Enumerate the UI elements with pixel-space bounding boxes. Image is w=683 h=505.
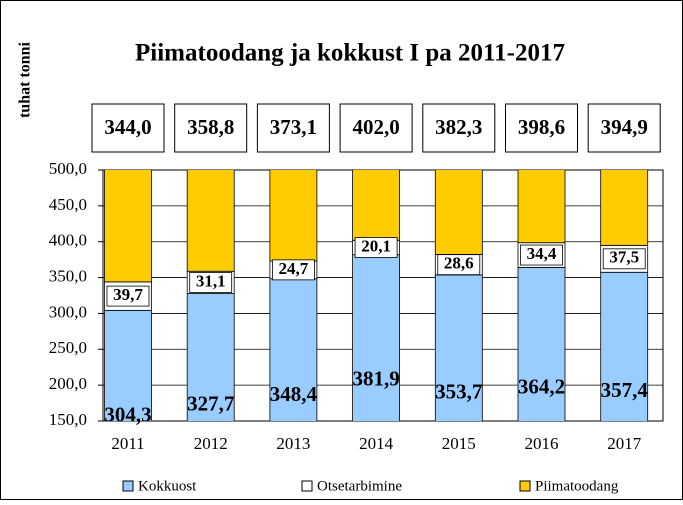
x-tick-label: 2013 xyxy=(276,434,310,453)
bar-segment xyxy=(600,170,649,246)
bar-segment xyxy=(186,170,235,272)
y-tick-label: 350,0 xyxy=(49,266,87,285)
y-tick-label: 400,0 xyxy=(49,231,87,250)
x-tick-label: 2014 xyxy=(359,434,394,453)
y-tick-label: 450,0 xyxy=(49,195,87,214)
y-axis-label: tuhat tonni xyxy=(17,41,34,118)
total-label-box xyxy=(505,103,578,153)
data-label-box xyxy=(271,259,315,281)
data-label: 394,9 xyxy=(601,115,648,139)
y-tick-label: 150,0 xyxy=(49,410,87,429)
data-label: 20,1 xyxy=(361,236,391,255)
data-label-box xyxy=(189,272,233,293)
legend-swatch xyxy=(519,480,531,492)
total-label-box xyxy=(91,103,165,153)
bar-segment xyxy=(104,309,152,421)
legend-label: Kokkuost xyxy=(138,478,197,494)
y-tick-label: 200,0 xyxy=(49,374,87,393)
legend-label: Piimatoodang xyxy=(535,478,619,494)
bar-segment xyxy=(434,170,483,255)
legend-label: Otsetarbimine xyxy=(317,478,402,494)
data-label: 381,9 xyxy=(352,366,399,390)
data-label-box xyxy=(354,237,398,258)
x-tick-label: 2015 xyxy=(442,434,476,453)
y-tick-label: 500,0 xyxy=(49,159,87,178)
data-label-box xyxy=(520,244,563,266)
chart-title: Piimatoodang ja kokkust I pa 2011-2017 xyxy=(135,40,565,67)
data-label-box xyxy=(106,285,150,307)
legend-swatch xyxy=(122,480,134,492)
data-label: 348,4 xyxy=(270,382,318,406)
data-label: 24,7 xyxy=(279,259,309,278)
data-label: 31,1 xyxy=(196,271,226,290)
data-label: 37,5 xyxy=(609,248,639,267)
bar-segment xyxy=(104,170,152,283)
data-label: 327,7 xyxy=(187,392,234,416)
x-tick-label: 2011 xyxy=(111,434,144,453)
total-label-box xyxy=(422,103,496,153)
data-label: 39,7 xyxy=(113,285,143,304)
bar-segment xyxy=(352,170,401,241)
x-tick-label: 2017 xyxy=(607,434,642,453)
data-label: 344,0 xyxy=(104,115,151,139)
data-label: 402,0 xyxy=(352,115,399,139)
y-tick-label: 300,0 xyxy=(49,302,87,321)
total-label-box xyxy=(256,103,330,153)
data-label: 357,4 xyxy=(601,378,649,402)
data-label: 28,6 xyxy=(444,254,474,273)
legend-swatch xyxy=(301,480,313,492)
data-label: 358,8 xyxy=(187,115,234,139)
data-label: 353,7 xyxy=(435,380,482,404)
total-label-box xyxy=(174,103,248,153)
bar-segment xyxy=(186,293,235,421)
data-label: 373,1 xyxy=(270,115,317,139)
data-label: 34,4 xyxy=(527,244,557,263)
data-label-box xyxy=(602,248,646,270)
x-tick-label: 2012 xyxy=(194,434,228,453)
bar-segment xyxy=(352,254,401,421)
x-tick-label: 2016 xyxy=(525,434,559,453)
total-label-box xyxy=(587,103,661,153)
bar-segment xyxy=(517,170,566,244)
data-label: 304,3 xyxy=(104,403,151,427)
data-label: 382,3 xyxy=(435,115,482,139)
data-label: 364,2 xyxy=(518,375,565,399)
total-label-box xyxy=(339,103,413,153)
bar-segment xyxy=(517,266,566,421)
bar-segment xyxy=(600,271,649,421)
data-label-box xyxy=(437,254,481,276)
y-tick-label: 250,0 xyxy=(49,338,87,357)
data-label: 398,6 xyxy=(518,115,565,139)
